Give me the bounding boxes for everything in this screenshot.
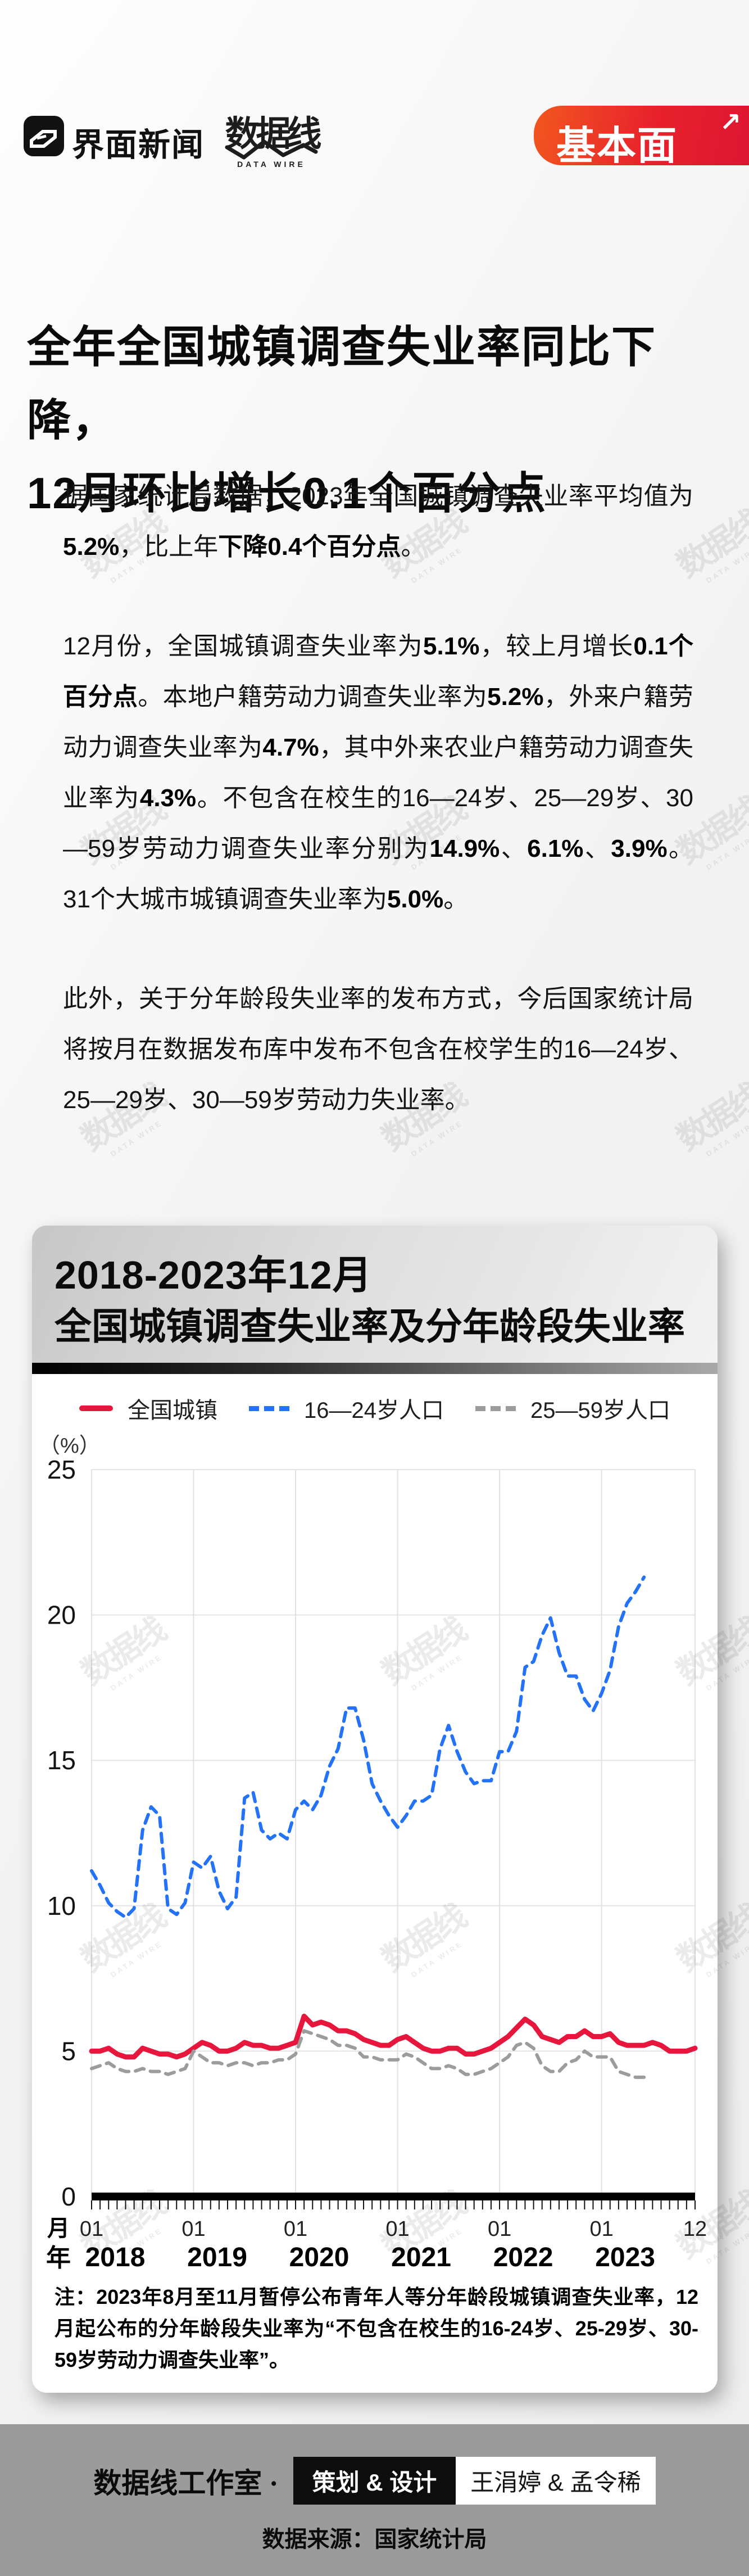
x-axis-year-label: 年 <box>46 2244 71 2272</box>
highlight-value: 5.0% <box>387 885 444 913</box>
credit-role-badge: 策划 & 设计 <box>293 2457 456 2505</box>
highlight-value: 0.1个百分点 <box>63 632 694 711</box>
chart-header-divider <box>32 1363 718 1374</box>
body-text: ，比上年 <box>119 533 219 561</box>
highlight-value: 6.1% <box>527 835 584 862</box>
highlight-value: 4.3% <box>139 784 197 812</box>
x-tick-label: 01 <box>80 2217 103 2241</box>
chart-card: 2018-2023年12月 全国城镇调查失业率及分年龄段失业率 全国城镇 16—2… <box>32 1226 718 2393</box>
jiemian-glyph <box>30 130 57 148</box>
datawire-logo-subtext: DATA WIRE <box>237 160 306 169</box>
legend-label: 25—59岁人口 <box>530 1398 670 1423</box>
y-tick-label: 25 <box>47 1455 76 1484</box>
chart-legend: 全国城镇 16—24岁人口 25—59岁人口 <box>32 1392 718 1425</box>
body-text: 、 <box>500 835 528 862</box>
x-tick-label: 01 <box>385 2217 409 2241</box>
datawire-zigzag-icon <box>225 139 318 160</box>
year-tick-label: 2020 <box>289 2243 349 2272</box>
article-paragraph: 此外，关于分年龄段失业率的发布方式，今后国家统计局将按月在数据发布库中发布不包含… <box>63 974 693 1126</box>
data-source: 数据来源：国家统计局 <box>262 2527 487 2552</box>
legend-item: 25—59岁人口 <box>475 1392 670 1425</box>
x-tick-label: 01 <box>284 2217 307 2241</box>
legend-label: 16—24岁人口 <box>304 1398 444 1423</box>
body-text: ，较上月增长 <box>479 632 634 660</box>
body-text: 此外，关于分年龄段失业率的发布方式，今后国家统计局将按月在数据发布库中发布不包含… <box>63 985 693 1114</box>
footer-credits-row: 数据线工作室 · 策划 & 设计 王涓婷 & 孟令稀 <box>0 2457 749 2505</box>
chart-card-header: 2018-2023年12月 全国城镇调查失业率及分年龄段失业率 <box>32 1226 718 1363</box>
series-line-16—24岁人口 <box>90 1575 646 1919</box>
article-paragraph: 12月份，全国城镇调查失业率为5.1%，较上月增长0.1个百分点。本地户籍劳动力… <box>63 621 693 925</box>
highlight-value: 4.7% <box>262 734 319 761</box>
article-title: 全年全国城镇调查失业率同比下降， 12月环比增长0.1个百分点 <box>27 310 741 530</box>
jibenmian-logo-text: 基本面 <box>556 124 678 168</box>
x-tick-label: 01 <box>181 2217 205 2241</box>
body-text: 据国家统计局数据，2023年全国城镇调查失业率平均值为 <box>63 482 693 510</box>
body-text: 。31个大城市城镇调查失业率为 <box>63 835 694 913</box>
y-tick-label: 5 <box>61 2036 76 2066</box>
body-text: 、 <box>583 835 611 862</box>
legend-line-sample-icon <box>249 1405 290 1411</box>
datawire-logo: 数据线 DATA WIRE <box>224 110 321 169</box>
y-tick-label: 15 <box>47 1746 76 1775</box>
article-body: 据国家统计局数据，2023年全国城镇调查失业率平均值为5.2%，比上年下降0.4… <box>63 471 693 1174</box>
highlight-value: 5.2% <box>487 683 544 711</box>
year-tick-label: 2018 <box>85 2243 146 2272</box>
legend-line-sample-icon <box>475 1405 516 1411</box>
legend-item: 全国城镇 <box>79 1392 217 1425</box>
legend-line-sample-icon <box>79 1405 114 1411</box>
footer: 数据线工作室 · 策划 & 设计 王涓婷 & 孟令稀 数据来源：国家统计局 <box>0 2424 749 2576</box>
article-title-line1: 全年全国城镇调查失业率同比下降， <box>27 322 657 445</box>
credit-names-badge: 王涓婷 & 孟令稀 <box>456 2457 656 2505</box>
article-title-line2: 12月环比增长0.1个百分点 <box>27 468 547 518</box>
series-line-national <box>89 2013 698 2060</box>
body-text: 。不包含在校生的16—24岁、25—29岁、30—59岁劳动力调查失业率分别为 <box>63 784 694 862</box>
year-tick-label: 2023 <box>595 2243 655 2272</box>
x-tick-label: 12 <box>683 2217 707 2241</box>
jibenmian-logo: 基本面 ↗ <box>534 106 749 168</box>
body-text: 。本地户籍劳动力调查失业率为 <box>138 683 488 711</box>
year-tick-label: 2019 <box>187 2243 247 2272</box>
studio-name: 数据线工作室 · <box>93 2467 279 2499</box>
body-text: 。 <box>443 885 469 913</box>
highlight-value: 下降0.4个百分点 <box>218 533 401 561</box>
legend-item: 16—24岁人口 <box>249 1392 444 1425</box>
unemployment-line-chart: （%） 0 5 10 15 20 25 月 01 01 01 01 01 01 12 年 2018 2019 202… <box>39 1434 707 2272</box>
body-text: ，其中外来农业户籍劳动力调查失业率为 <box>63 734 693 812</box>
legend-label: 全国城镇 <box>128 1398 218 1423</box>
jiemian-news-icon <box>24 116 64 156</box>
year-tick-label: 2022 <box>493 2243 553 2272</box>
header-logo-row: 界面新闻 数据线 DATA WIRE 基本面 ↗ <box>0 0 749 236</box>
chart-title-line2: 全国城镇调查失业率及分年龄段失业率 <box>55 1305 685 1347</box>
y-tick-label: 10 <box>47 1891 76 1920</box>
body-text: 12月份，全国城镇调查失业率为 <box>63 632 424 660</box>
highlight-value: 5.1% <box>423 632 480 660</box>
highlight-value: 14.9% <box>429 835 500 862</box>
chart-title-line1: 2018-2023年12月 <box>55 1253 373 1297</box>
y-tick-label: 20 <box>47 1601 76 1630</box>
body-text: ，外来户籍劳动力调查失业率为 <box>63 683 693 761</box>
article-paragraph: 据国家统计局数据，2023年全国城镇调查失业率平均值为 5.2%，比上年下降0.4… <box>63 471 693 572</box>
x-tick-label: 01 <box>589 2217 613 2241</box>
year-tick-label: 2021 <box>391 2243 451 2272</box>
highlight-value: 3.9% <box>611 835 668 862</box>
body-text: 。 <box>401 533 426 561</box>
jiemian-news-logo-text: 界面新闻 <box>72 127 205 163</box>
x-tick-label: 01 <box>488 2217 511 2241</box>
highlight-value: 5.2% <box>63 533 120 561</box>
x-axis-line <box>92 2193 695 2200</box>
x-axis-month-label: 月 <box>47 2216 70 2241</box>
y-axis-unit-label: （%） <box>39 1434 101 1458</box>
y-tick-label: 0 <box>61 2182 76 2211</box>
chart-footnote: 注：2023年8月至11月暂停公布青年人等分年龄段城镇调查失业率，12月起公布的… <box>55 2285 698 2371</box>
arrow-up-right-icon: ↗ <box>719 107 741 137</box>
series-line-25—59岁人口 <box>90 2029 646 2079</box>
